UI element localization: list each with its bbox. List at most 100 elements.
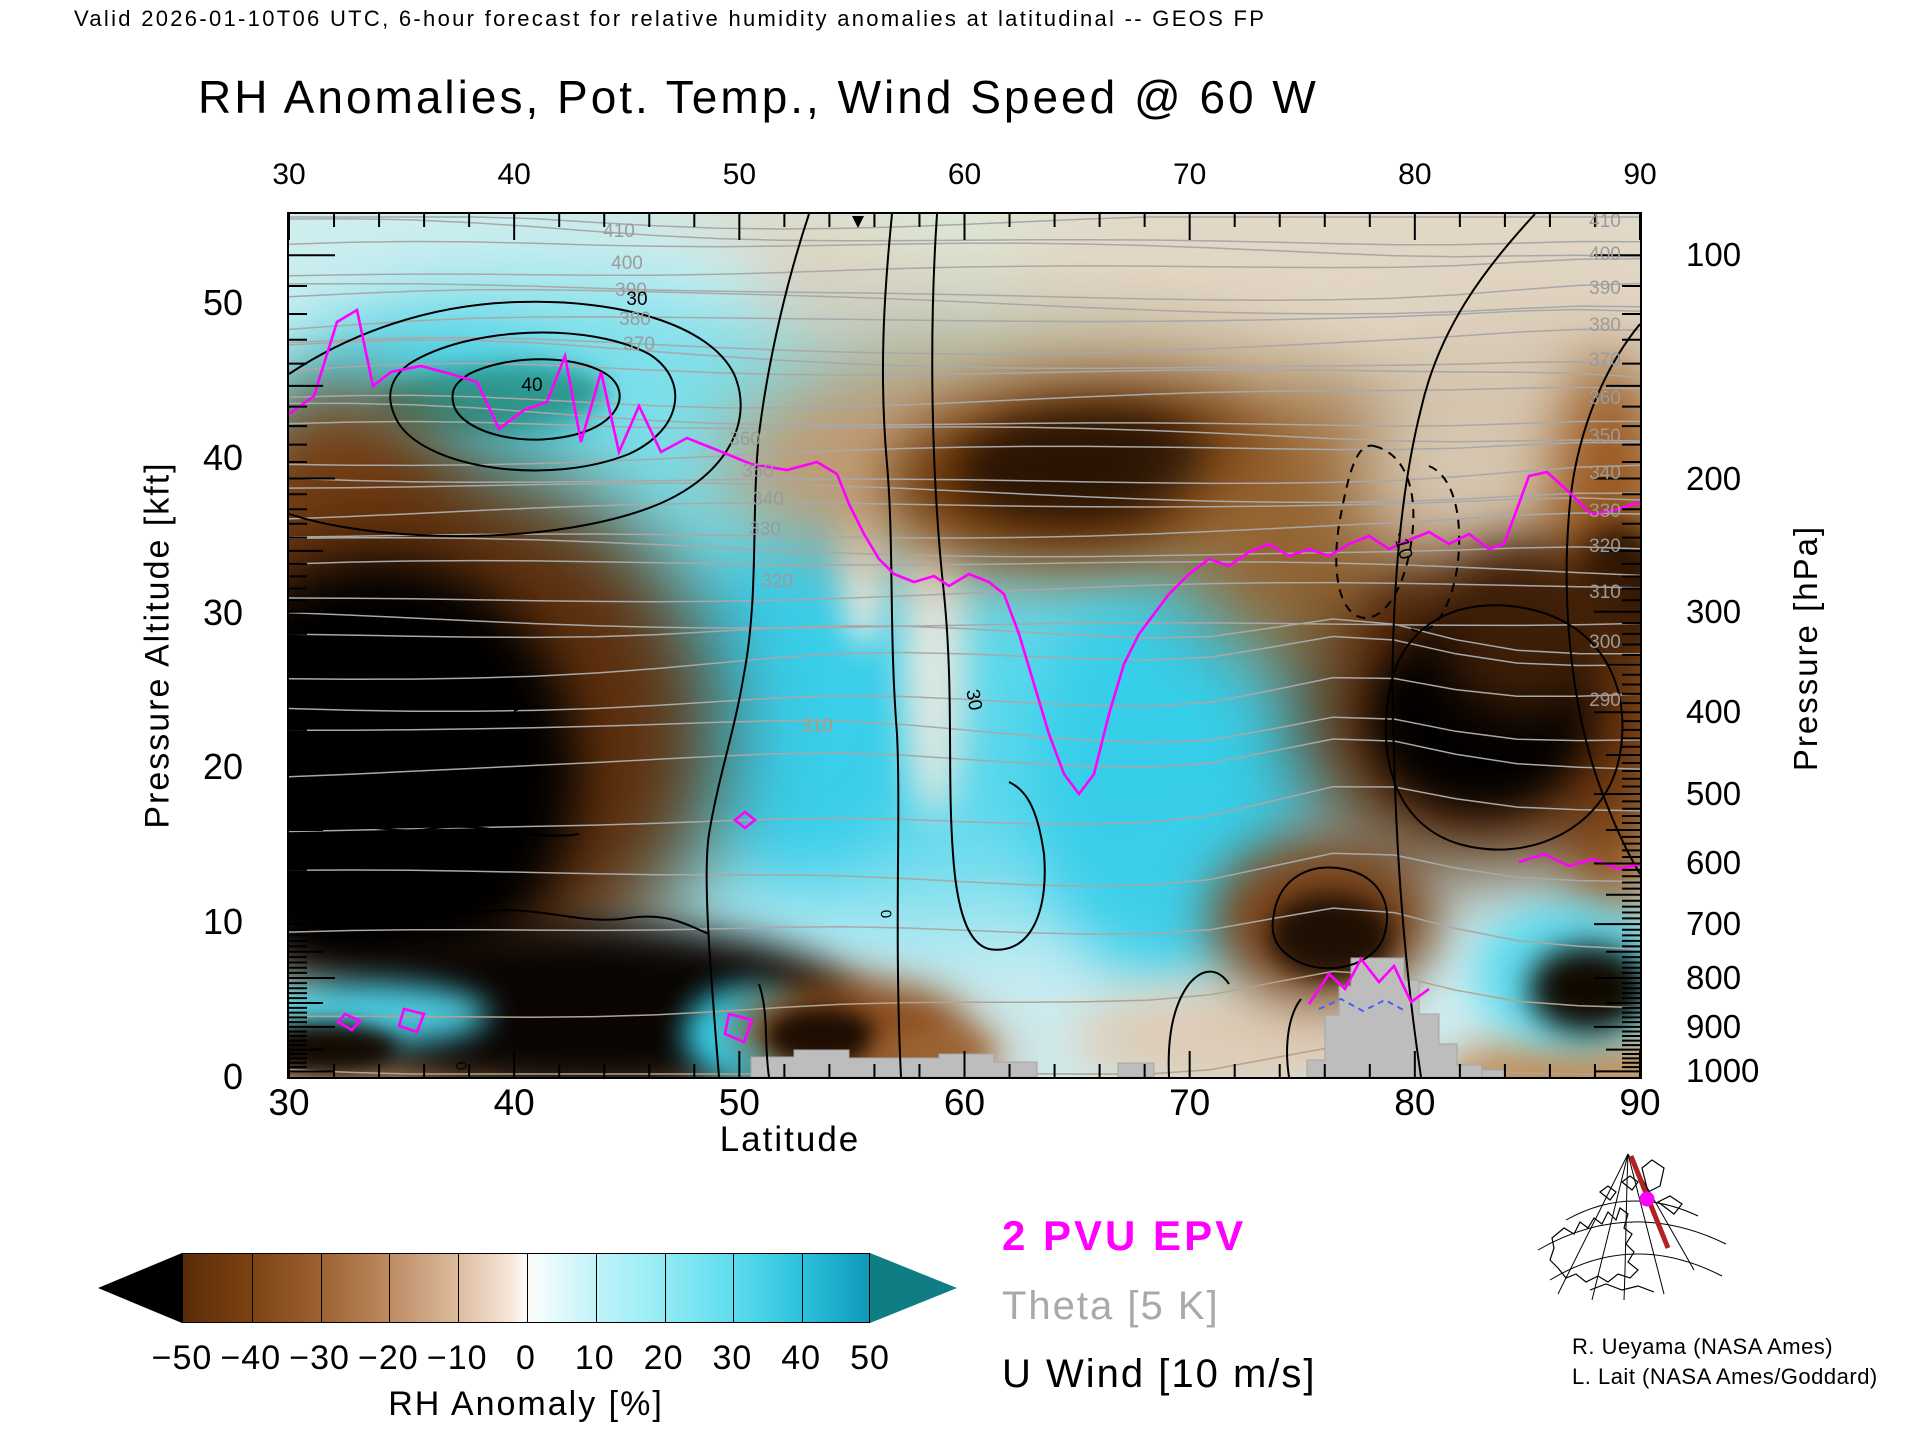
map-location-dot xyxy=(1639,1191,1655,1207)
axis-tick-label: 60 xyxy=(947,158,982,191)
contour-label: 380 xyxy=(1589,315,1621,336)
colorbar-title: RH Anomaly [%] xyxy=(388,1385,664,1423)
axis-tick-label: 90 xyxy=(1619,1082,1661,1123)
contour-label: 310 xyxy=(801,716,833,737)
theta-contour xyxy=(289,536,1640,558)
contour-label: 410 xyxy=(603,221,635,242)
axis-tick-label: 90 xyxy=(1623,158,1657,191)
contour-label: 350 xyxy=(1589,426,1621,447)
contour-label: 400 xyxy=(611,253,643,274)
theta-contour xyxy=(289,240,1640,258)
axis-tick-label: 800 xyxy=(1686,959,1742,997)
uwind-contour xyxy=(1391,214,1536,1077)
colorbar-tick-label: 20 xyxy=(643,1339,684,1377)
contour-label: 390 xyxy=(1589,278,1621,299)
contour-label: 30 xyxy=(626,289,647,310)
colorbar-divider xyxy=(733,1254,735,1322)
axis-tick-label: 300 xyxy=(1686,592,1742,630)
theta-contour xyxy=(289,738,1640,778)
uwind-contour xyxy=(758,983,770,1077)
contour-label: 0 xyxy=(451,1060,469,1071)
colorbar-divider xyxy=(458,1254,460,1322)
contour-label: 380 xyxy=(619,309,651,330)
contour-label: 360 xyxy=(1589,388,1621,409)
plot-area: 410 400 390 380 370 360 350 340 330 320 310 300 290 4… xyxy=(289,214,1640,1077)
surface-topography xyxy=(1306,957,1483,1077)
rh-shade-blob xyxy=(1529,945,1640,1033)
theta-contour xyxy=(289,288,1640,315)
colorbar-tick-label: 30 xyxy=(712,1339,753,1377)
axis-tick-label: 20 xyxy=(202,746,243,788)
axis-tick-label: 900 xyxy=(1686,1007,1742,1045)
contour-label: 320 xyxy=(761,571,793,592)
cross-section-location-map xyxy=(1537,1153,1727,1301)
uwind-contour xyxy=(289,908,710,935)
y-left-axis-label: Pressure Altitude [kft] xyxy=(138,461,177,829)
epv-contour xyxy=(335,1012,363,1032)
colorbar-divider xyxy=(527,1254,528,1322)
uwind-contour xyxy=(705,214,810,1077)
contour-label: 340 xyxy=(752,489,784,510)
uwind-contour xyxy=(881,214,902,1077)
epv-contour xyxy=(397,1007,426,1034)
uwind-contour xyxy=(289,821,580,837)
colorbar-tick-label: −20 xyxy=(358,1339,419,1377)
colorbar-divider xyxy=(802,1254,804,1322)
legend-epv: 2 PVU EPV xyxy=(1002,1212,1247,1259)
theta-contour xyxy=(289,618,1640,655)
colorbar: −50 −40 −30 −20 −10 0 10 20 30 40 50 RH Anomaly [%… xyxy=(98,1253,960,1428)
axis-tick-label: 100 xyxy=(1686,236,1742,274)
colorbar-tick-label: −50 xyxy=(151,1339,213,1377)
colorbar-divider xyxy=(595,1254,597,1322)
surface-topography xyxy=(1481,1069,1506,1077)
uwind-contour-dashed xyxy=(1410,465,1461,633)
surface-topography xyxy=(1117,1062,1155,1077)
axis-tick-label: 400 xyxy=(1686,693,1742,731)
uwind-contour xyxy=(931,214,1046,951)
theta-contour xyxy=(289,512,1640,539)
surface-topography xyxy=(750,1049,1038,1077)
epv-contour xyxy=(1307,956,1430,1005)
colorbar-divider xyxy=(664,1254,666,1322)
contour-label: 370 xyxy=(1589,350,1621,371)
axis-tick-label: 30 xyxy=(202,591,243,633)
contour-label: 300 xyxy=(1589,632,1621,653)
axis-tick-label: 80 xyxy=(1398,158,1432,191)
contour-label: 330 xyxy=(1589,501,1621,522)
axis-tick-label: 70 xyxy=(1172,158,1207,191)
map-coastlines xyxy=(1549,1159,1683,1293)
axis-tick-label: 30 xyxy=(272,158,306,191)
axis-tick-label: 600 xyxy=(1686,844,1742,882)
colorbar-tick-label: 40 xyxy=(781,1339,822,1377)
axis-tick-label: 200 xyxy=(1686,459,1742,497)
contour-label: 390 xyxy=(615,280,647,301)
uwind-contour xyxy=(1565,323,1640,875)
axis-tick-label: 500 xyxy=(1686,775,1742,812)
y-right-axis-label: Pressure [hPa] xyxy=(1787,524,1824,772)
theta-contour xyxy=(289,970,1640,1018)
colorbar-tick-label: −30 xyxy=(289,1339,350,1377)
colorbar-tick-label: 50 xyxy=(850,1339,890,1377)
uwind-contour xyxy=(1271,866,1389,970)
uwind-contour xyxy=(1167,970,1230,1077)
credit-line-1: R. Ueyama (NASA Ames) xyxy=(1572,1334,1834,1359)
contour-label: 340 xyxy=(1589,463,1621,484)
theta-contour xyxy=(289,852,1640,887)
uwind-contour xyxy=(389,331,677,472)
epv-contour xyxy=(732,810,758,830)
x-axis-label: Latitude xyxy=(719,1120,861,1159)
uwind-contour-marker xyxy=(514,700,528,712)
contour-label: 330 xyxy=(749,519,781,540)
contour-label: 40 xyxy=(521,375,542,396)
legend-theta: Theta [5 K] xyxy=(1002,1284,1220,1328)
colorbar-divider xyxy=(320,1254,322,1322)
uwind-contour-dashed xyxy=(1335,444,1415,619)
theta-contour xyxy=(289,559,1640,577)
colorbar-tick-label: 0 xyxy=(516,1339,536,1377)
theta-contour xyxy=(289,482,1640,504)
contour-label: 290 xyxy=(1589,690,1621,711)
contour-label: 360 xyxy=(729,429,761,450)
axis-tick-label: 40 xyxy=(497,158,531,191)
contour-label: -10 xyxy=(1389,530,1416,562)
colorbar-left-arrow xyxy=(98,1253,182,1323)
